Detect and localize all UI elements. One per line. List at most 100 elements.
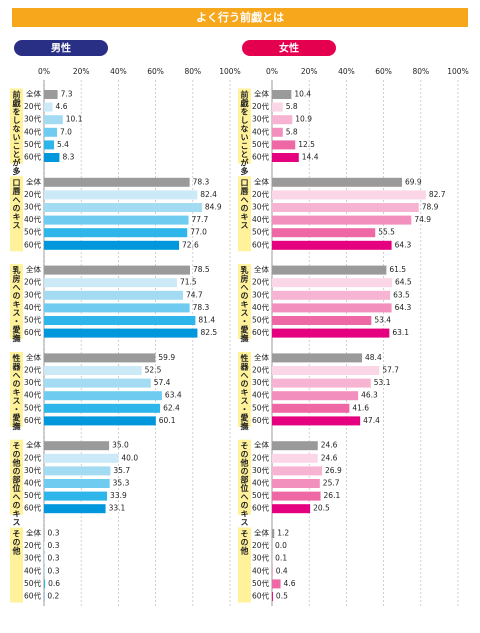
row-label: 40代 bbox=[24, 126, 42, 136]
bar bbox=[44, 504, 106, 514]
row-label: 20代 bbox=[24, 189, 42, 199]
group-label-box bbox=[10, 264, 23, 340]
value-label: 72.6 bbox=[182, 240, 199, 249]
group-label: 性器へのキス・愛撫 bbox=[239, 353, 249, 431]
value-label: 46.3 bbox=[361, 391, 378, 400]
value-label: 74.7 bbox=[186, 290, 203, 299]
value-label: 78.5 bbox=[193, 265, 210, 274]
group-label-box bbox=[238, 264, 251, 340]
bar bbox=[272, 441, 318, 451]
group-label: 性器へのキス・愛撫 bbox=[11, 353, 21, 431]
value-label: 57.7 bbox=[382, 366, 399, 375]
row-label: 20代 bbox=[252, 452, 270, 462]
value-label: 0.6 bbox=[48, 579, 60, 588]
bar bbox=[272, 466, 323, 476]
value-label: 10.4 bbox=[294, 90, 311, 99]
value-label: 5.8 bbox=[286, 102, 298, 111]
value-label: 35.7 bbox=[113, 466, 130, 475]
value-label: 0.0 bbox=[275, 541, 287, 550]
group-label-box bbox=[238, 351, 251, 427]
bar bbox=[44, 265, 191, 275]
bar bbox=[44, 366, 142, 375]
bar bbox=[44, 102, 53, 112]
value-label: 77.7 bbox=[192, 215, 209, 224]
row-label: 60代 bbox=[24, 327, 42, 337]
value-label: 26.1 bbox=[324, 491, 341, 500]
bar bbox=[44, 278, 177, 288]
row-label: 全体 bbox=[26, 440, 41, 450]
row-label: 50代 bbox=[252, 139, 270, 149]
group-label-box bbox=[238, 88, 251, 164]
bar bbox=[272, 177, 403, 187]
value-label: 64.5 bbox=[395, 278, 412, 287]
row-label: 40代 bbox=[252, 478, 270, 488]
value-label: 20.5 bbox=[313, 504, 330, 513]
row-label: 60代 bbox=[252, 503, 270, 513]
row-label: 50代 bbox=[24, 227, 42, 237]
row-label: 30代 bbox=[252, 202, 270, 212]
row-label: 30代 bbox=[24, 202, 42, 212]
bar bbox=[272, 316, 372, 325]
row-label: 40代 bbox=[252, 126, 270, 136]
row-label: 全体 bbox=[26, 264, 41, 274]
bar bbox=[272, 228, 376, 238]
bar bbox=[44, 391, 162, 401]
row-label: 40代 bbox=[252, 390, 270, 400]
value-label: 40.0 bbox=[121, 453, 138, 462]
row-label: 50代 bbox=[252, 490, 270, 500]
row-label: 50代 bbox=[252, 315, 270, 325]
value-label: 52.5 bbox=[145, 366, 162, 375]
row-label: 30代 bbox=[252, 465, 270, 475]
row-label: 20代 bbox=[252, 189, 270, 199]
value-label: 62.4 bbox=[163, 403, 180, 412]
bar bbox=[44, 240, 180, 250]
row-label: 全体 bbox=[254, 440, 269, 450]
bar bbox=[272, 190, 426, 200]
x-tick-label: 20% bbox=[301, 67, 318, 76]
bar bbox=[272, 115, 293, 125]
value-label: 60.1 bbox=[159, 416, 176, 425]
value-label: 59.9 bbox=[158, 353, 175, 362]
row-label: 50代 bbox=[252, 227, 270, 237]
row-label: 30代 bbox=[252, 553, 270, 563]
value-label: 0.3 bbox=[48, 566, 60, 575]
row-label: 40代 bbox=[252, 565, 270, 575]
bar bbox=[44, 378, 151, 388]
row-label: 20代 bbox=[252, 277, 270, 287]
bar bbox=[44, 316, 196, 325]
row-label: 全体 bbox=[26, 352, 41, 362]
value-label: 0.2 bbox=[47, 592, 59, 601]
value-label: 82.5 bbox=[200, 328, 217, 337]
value-label: 78.3 bbox=[193, 177, 210, 186]
x-tick-label: 40% bbox=[338, 67, 355, 76]
value-label: 63.5 bbox=[393, 290, 410, 299]
bar bbox=[272, 90, 292, 99]
row-label: 50代 bbox=[252, 402, 270, 412]
group-label: その他の部位へのキス・愛撫 bbox=[12, 442, 21, 553]
bar bbox=[44, 127, 58, 137]
row-label: 60代 bbox=[24, 503, 42, 513]
value-label: 5.8 bbox=[286, 127, 298, 136]
row-label: 30代 bbox=[24, 377, 42, 387]
value-label: 64.3 bbox=[395, 240, 412, 249]
row-label: 60代 bbox=[252, 327, 270, 337]
bar bbox=[272, 504, 311, 514]
group-label: 前戯をしないことが多い bbox=[11, 90, 21, 184]
value-label: 33.1 bbox=[109, 504, 126, 513]
bar bbox=[44, 441, 110, 451]
row-label: 全体 bbox=[254, 264, 269, 274]
group-label-box bbox=[10, 176, 23, 252]
row-label: 20代 bbox=[24, 540, 42, 550]
row-label: 30代 bbox=[252, 377, 270, 387]
value-label: 25.7 bbox=[323, 479, 340, 488]
row-label: 40代 bbox=[24, 302, 42, 312]
value-label: 4.6 bbox=[284, 579, 296, 588]
group-label-box bbox=[238, 439, 251, 515]
x-tick-label: 80% bbox=[184, 67, 201, 76]
row-label: 60代 bbox=[252, 591, 270, 601]
value-label: 8.3 bbox=[62, 153, 74, 162]
bar bbox=[44, 140, 55, 150]
bar bbox=[44, 554, 45, 564]
group-label-box bbox=[10, 351, 23, 427]
value-label: 4.6 bbox=[56, 102, 68, 111]
